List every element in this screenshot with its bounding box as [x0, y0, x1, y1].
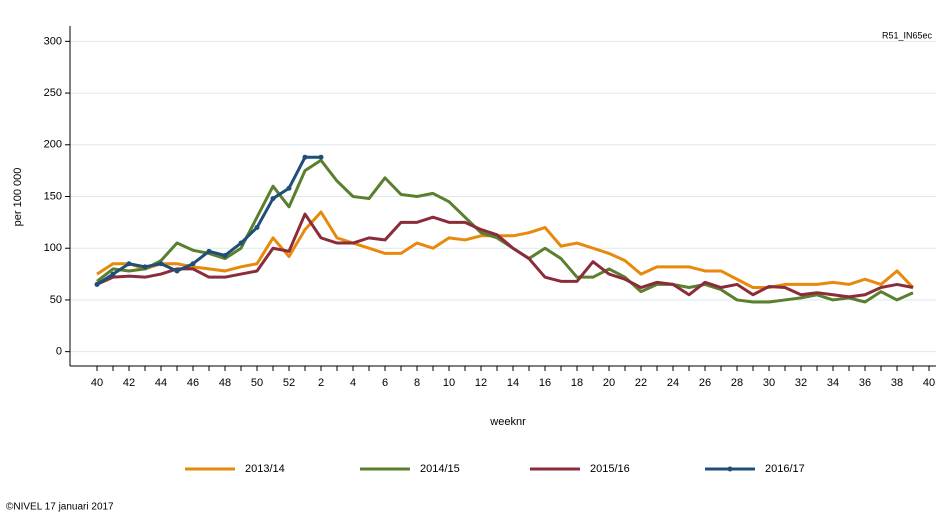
y-tick-label: 300	[44, 35, 62, 47]
x-tick-label: 46	[187, 377, 199, 389]
series-marker	[126, 261, 132, 267]
x-axis-label: weeknr	[489, 416, 526, 428]
series-marker	[302, 154, 308, 160]
x-tick-label: 32	[795, 377, 807, 389]
series-marker	[110, 271, 116, 277]
series-marker	[222, 252, 228, 258]
legend-label: 2014/15	[420, 463, 460, 475]
series-marker	[270, 196, 276, 202]
legend-label: 2016/17	[765, 463, 805, 475]
y-tick-label: 150	[44, 190, 62, 202]
x-tick-label: 18	[571, 377, 583, 389]
legend-label: 2015/16	[590, 463, 630, 475]
series-marker	[190, 261, 196, 267]
x-tick-label: 28	[731, 377, 743, 389]
series-marker	[158, 261, 164, 267]
series-marker	[318, 154, 324, 160]
x-tick-label: 8	[414, 377, 420, 389]
x-tick-label: 42	[123, 377, 135, 389]
series-line	[96, 212, 914, 299]
x-tick-label: 40	[91, 377, 103, 389]
x-tick-label: 22	[635, 377, 647, 389]
x-tick-label: 40	[923, 377, 935, 389]
x-tick-label: 10	[443, 377, 455, 389]
legend-marker	[727, 466, 733, 472]
series-marker	[238, 240, 244, 246]
series-marker	[206, 248, 212, 254]
x-tick-label: 38	[891, 377, 903, 389]
x-tick-label: 50	[251, 377, 263, 389]
y-tick-label: 200	[44, 139, 62, 151]
x-tick-label: 26	[699, 377, 711, 389]
series-marker	[174, 268, 180, 274]
series-marker	[286, 185, 292, 191]
x-tick-label: 4	[350, 377, 356, 389]
y-tick-label: 100	[44, 242, 62, 254]
x-tick-label: 16	[539, 377, 551, 389]
series-marker	[254, 225, 260, 231]
x-tick-label: 34	[827, 377, 839, 389]
series-marker	[142, 264, 148, 270]
series-marker	[94, 281, 100, 287]
footer: ©NIVEL 17 januari 2017	[6, 502, 114, 513]
x-tick-label: 48	[219, 377, 231, 389]
x-tick-label: 12	[475, 377, 487, 389]
x-tick-label: 24	[667, 377, 679, 389]
x-tick-label: 6	[382, 377, 388, 389]
x-tick-label: 52	[283, 377, 295, 389]
x-tick-label: 36	[859, 377, 871, 389]
legend-label: 2013/14	[245, 463, 285, 475]
y-tick-label: 50	[50, 294, 62, 306]
y-tick-label: 250	[44, 87, 62, 99]
series-line	[96, 158, 914, 304]
x-tick-label: 44	[155, 377, 167, 389]
x-tick-label: 20	[603, 377, 615, 389]
y-tick-label: 0	[56, 346, 62, 358]
x-tick-label: 30	[763, 377, 775, 389]
x-tick-label: 2	[318, 377, 324, 389]
corner-label: R51_IN65ec	[882, 30, 933, 40]
x-tick-label: 14	[507, 377, 519, 389]
y-axis-label: per 100 000	[12, 168, 24, 227]
